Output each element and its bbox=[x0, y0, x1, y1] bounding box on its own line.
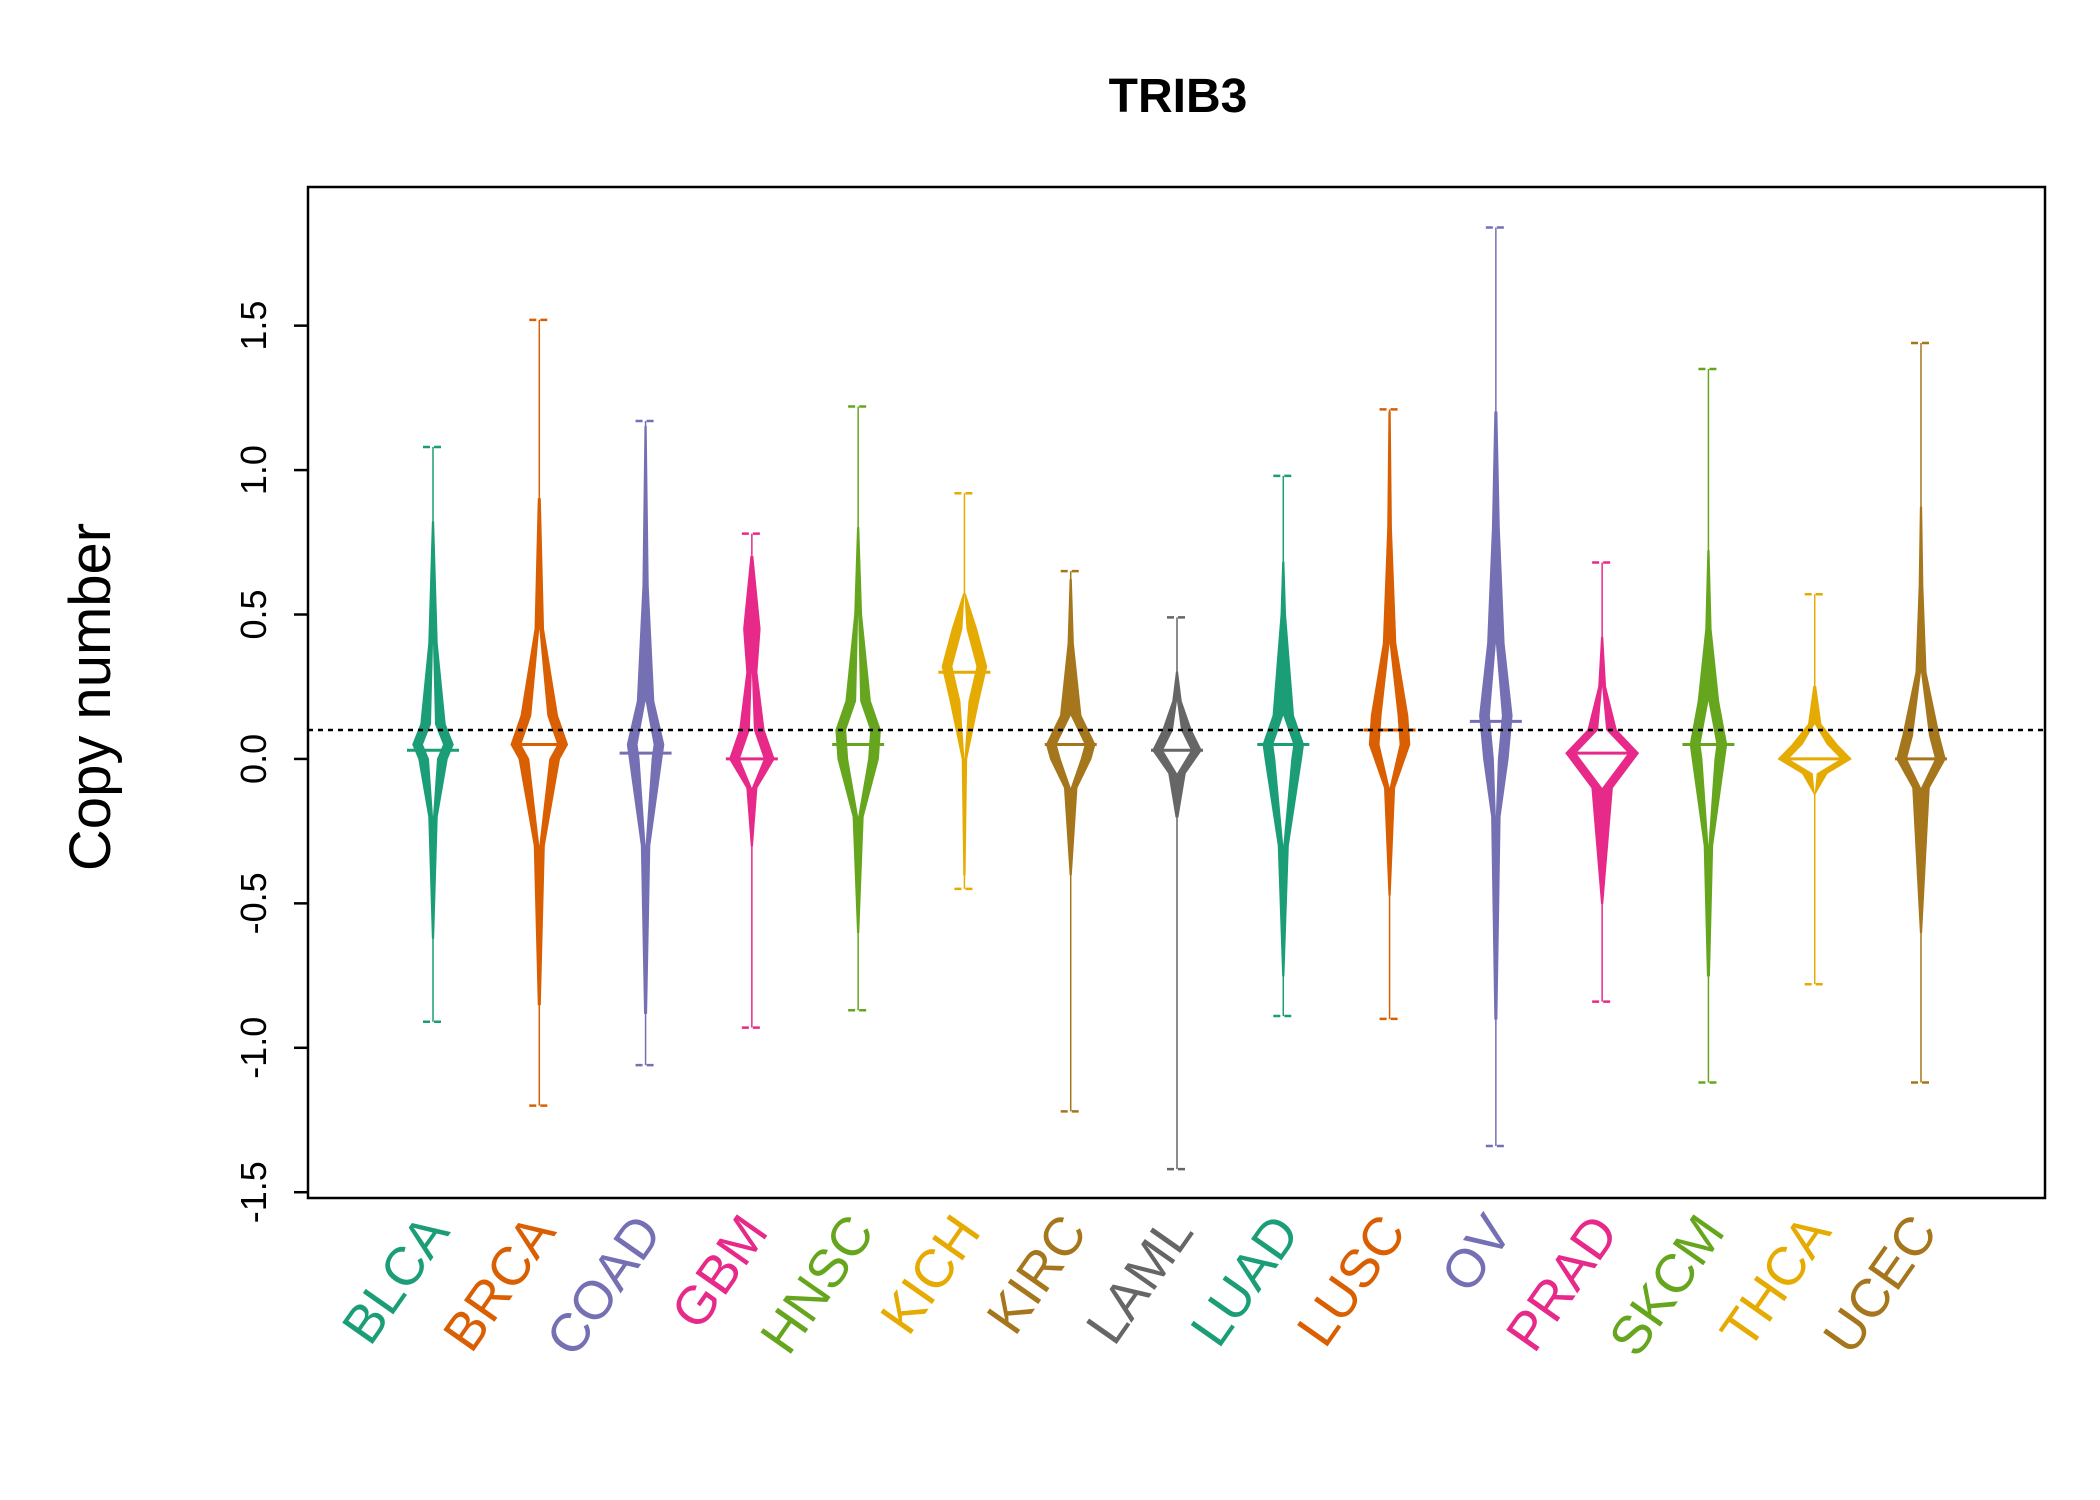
bean-gbm bbox=[725, 532, 778, 1029]
bean-inner bbox=[1907, 507, 1935, 933]
bean-inner bbox=[952, 594, 977, 875]
x-tick-label: LUAD bbox=[1179, 1204, 1311, 1356]
bean-inner bbox=[1788, 686, 1841, 794]
y-tick-label: 0.5 bbox=[233, 589, 274, 639]
bean-inner bbox=[521, 498, 558, 1005]
bean-inner bbox=[1700, 550, 1717, 976]
bean-coad bbox=[619, 419, 672, 1067]
y-tick-label: 0.0 bbox=[233, 734, 274, 784]
bean-inner bbox=[1576, 637, 1629, 904]
bean-inner bbox=[739, 556, 764, 846]
x-tick-label: SKCM bbox=[1598, 1204, 1737, 1366]
y-axis-label: Copy number bbox=[58, 523, 123, 871]
x-tick-label: LUSC bbox=[1286, 1204, 1418, 1356]
plot-frame bbox=[306, 185, 2047, 1200]
x-tick-label: LAML bbox=[1075, 1204, 1205, 1354]
y-tick-label: 1.0 bbox=[233, 445, 274, 495]
bean-inner bbox=[1489, 412, 1502, 1019]
beans-layer bbox=[407, 226, 1947, 1171]
bean-luad bbox=[1257, 474, 1310, 1018]
bean-brca bbox=[510, 318, 569, 1107]
bean-inner bbox=[1056, 579, 1085, 875]
x-tick-label: UCEC bbox=[1812, 1204, 1949, 1364]
y-tick-label: -0.5 bbox=[233, 872, 274, 934]
bean-inner bbox=[1379, 412, 1400, 895]
bean-ov bbox=[1469, 226, 1522, 1148]
y-tick-label: 1.5 bbox=[233, 301, 274, 351]
bean-inner bbox=[1273, 562, 1294, 976]
bean-lusc bbox=[1363, 408, 1416, 1021]
bean-blca bbox=[407, 445, 459, 1024]
bean-inner bbox=[637, 426, 654, 1014]
bean-inner bbox=[1163, 672, 1191, 817]
bean-prad bbox=[1565, 561, 1640, 1003]
y-axis: -1.5 -1.0 -0.5 0.0 0.5 1.0 1.5 bbox=[233, 301, 308, 1223]
y-tick-label: -1.5 bbox=[233, 1161, 274, 1223]
bean-kich bbox=[938, 491, 991, 891]
bean-laml bbox=[1151, 616, 1203, 1171]
x-tick-label: KICH bbox=[869, 1204, 992, 1344]
bean-ucec bbox=[1895, 341, 1947, 1084]
chart-title: TRIB3 bbox=[1109, 70, 1248, 123]
bean-thca bbox=[1777, 593, 1852, 986]
bean-hnsc bbox=[832, 405, 885, 1012]
x-tick-label: HNSC bbox=[749, 1204, 886, 1364]
bean-kirc bbox=[1044, 569, 1097, 1113]
x-tick-label: COAD bbox=[535, 1204, 674, 1366]
x-tick-label: OV bbox=[1430, 1204, 1524, 1302]
bean-skcm bbox=[1682, 367, 1735, 1084]
y-tick-label: -1.0 bbox=[233, 1017, 274, 1079]
